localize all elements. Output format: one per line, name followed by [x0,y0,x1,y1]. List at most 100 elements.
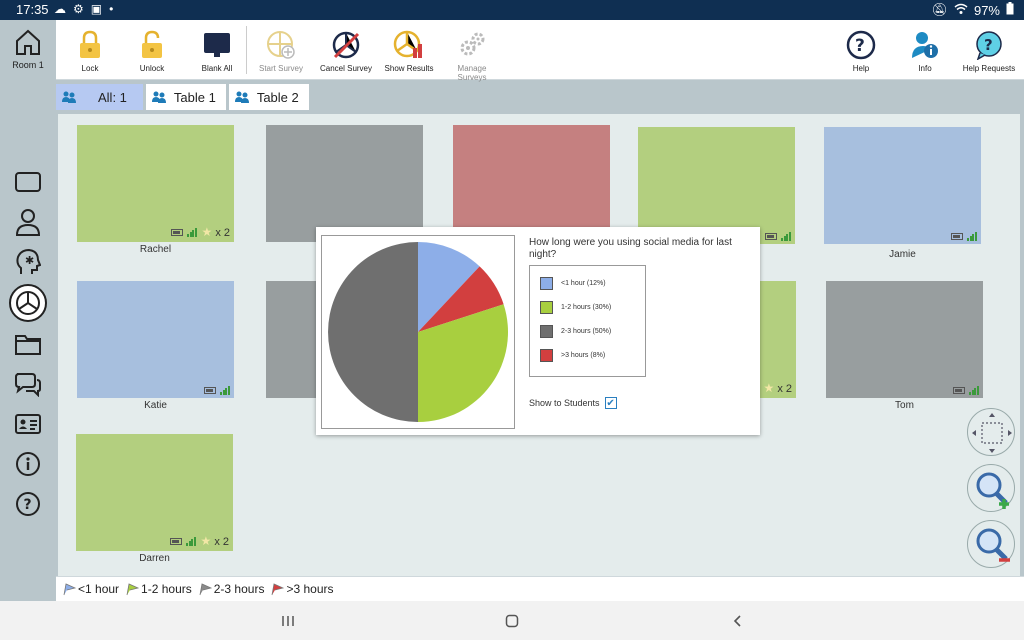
cancel-survey-icon [332,31,360,59]
toolbar: Lock Unlock Blank All Start Survey Cance… [56,20,1024,82]
star-icon: ★ [763,381,775,395]
student-name: Katie [144,400,167,411]
pie-chart-svg [328,242,508,422]
device-status [951,232,977,241]
legend-flag-label: >3 hours [286,582,334,596]
thinking-head-icon[interactable]: ✱ [12,246,44,278]
lock-button[interactable]: Lock [70,30,110,73]
show-to-students-checkbox[interactable]: ✔ [604,397,617,409]
zoom-out-button[interactable] [967,520,1015,568]
people-icon [62,91,76,103]
zoom-in-icon [976,472,1009,509]
help-circle-icon: ? [846,30,876,60]
battery-icon [953,387,965,394]
legend-flag-item: <1 hour [62,582,119,596]
help-request-icon: ? [976,31,1002,60]
device-status: ★ x 2 [170,534,229,548]
start-survey-button[interactable]: Start Survey [254,30,308,73]
device-status [765,232,791,241]
move-view-button[interactable] [967,408,1015,456]
student-tile[interactable] [826,281,983,398]
show-to-students-label: Show to Students [529,398,600,408]
student-name: Jamie [889,249,916,260]
tab-all[interactable]: All: 1 [56,84,143,110]
battery-percent: 97% [973,2,1000,18]
zoom-in-button[interactable] [967,464,1015,512]
student-tile[interactable]: ★ x 2 [76,434,233,551]
pie-slice [418,304,508,422]
signal-icon [967,232,977,241]
status-time: 17:35 [16,2,49,17]
survey-results-popup: How long were you using social media for… [316,227,760,435]
info-icon[interactable] [12,448,44,480]
room-selector[interactable]: Room 1 [0,28,56,70]
flag-icon [272,583,285,596]
home-icon [16,29,40,55]
device-status [204,386,230,395]
device-status [953,386,979,395]
status-icons: ☁ ⚙ ▣ • [54,2,113,16]
unlock-icon [142,30,162,58]
pie-slice [418,242,480,332]
status-bar: 17:35 ☁ ⚙ ▣ • 🔕︎ 97% [0,0,1024,20]
system-navbar [0,601,1024,640]
student-tile[interactable] [453,125,610,242]
manage-surveys-button[interactable]: Manage Surveys [442,30,502,82]
flag-icon [126,583,140,596]
home-nav-icon [505,614,519,628]
image-icon: ▣ [90,2,103,16]
back-icon [733,615,741,627]
show-to-students-toggle[interactable]: Show to Students ✔ [529,397,617,409]
gears-icon [460,32,485,56]
chat-icon[interactable] [12,368,44,400]
help-requests-button[interactable]: ? Help Requests [961,30,1017,73]
legend-flag-label: 1-2 hours [141,582,192,596]
student-tile[interactable] [266,125,423,242]
move-icon [972,413,1012,453]
monitor-icon [204,33,230,57]
show-results-icon [393,30,422,58]
signal-icon [186,536,196,546]
recent-apps-button[interactable] [276,611,300,631]
cancel-survey-button[interactable]: Cancel Survey [318,30,374,73]
signal-icon [969,386,979,395]
student-icon[interactable] [12,206,44,238]
id-card-icon[interactable] [12,408,44,440]
folder-icon[interactable] [12,328,44,360]
home-nav-button[interactable] [500,611,524,631]
student-name: Tom [895,400,914,411]
legend-swatch [540,325,553,338]
legend-swatch [540,301,553,314]
help-button[interactable]: ? Help [845,30,877,73]
svg-text:?: ? [855,36,865,56]
star-count: ★ x 2 [201,225,230,239]
toolbar-divider [246,26,247,74]
show-results-button[interactable]: Show Results [383,30,435,73]
legend-flag-item: >3 hours [270,582,334,596]
device-status: ★ x 2 [171,225,230,239]
help-icon[interactable]: ? [12,488,44,520]
left-rail: Room 1 ✱ ? [0,20,56,580]
tab-table-2[interactable]: Table 2 [228,84,309,110]
lock-icon [80,30,100,58]
info-button[interactable]: Info [909,30,941,73]
signal-icon [781,232,791,241]
star-icon: ★ [200,534,212,548]
unlock-button[interactable]: Unlock [132,30,172,73]
svg-text:?: ? [984,36,993,54]
student-tile[interactable]: ★ x 2 [77,125,234,242]
pie-slice [418,266,504,332]
blank-all-button[interactable]: Blank All [194,30,240,73]
dot-icon: • [109,2,114,16]
student-tile[interactable] [638,127,795,244]
mute-icon: 🔕︎ [931,2,948,17]
student-tile[interactable] [824,127,981,244]
screen-view-icon[interactable] [12,166,44,198]
wifi-icon [954,3,968,18]
back-button[interactable] [726,611,750,631]
battery-icon [171,228,184,236]
tab-table-1[interactable]: Table 1 [145,84,226,110]
battery-icon [1006,2,1014,18]
student-tile[interactable] [77,281,234,398]
survey-results-icon[interactable] [9,284,47,322]
